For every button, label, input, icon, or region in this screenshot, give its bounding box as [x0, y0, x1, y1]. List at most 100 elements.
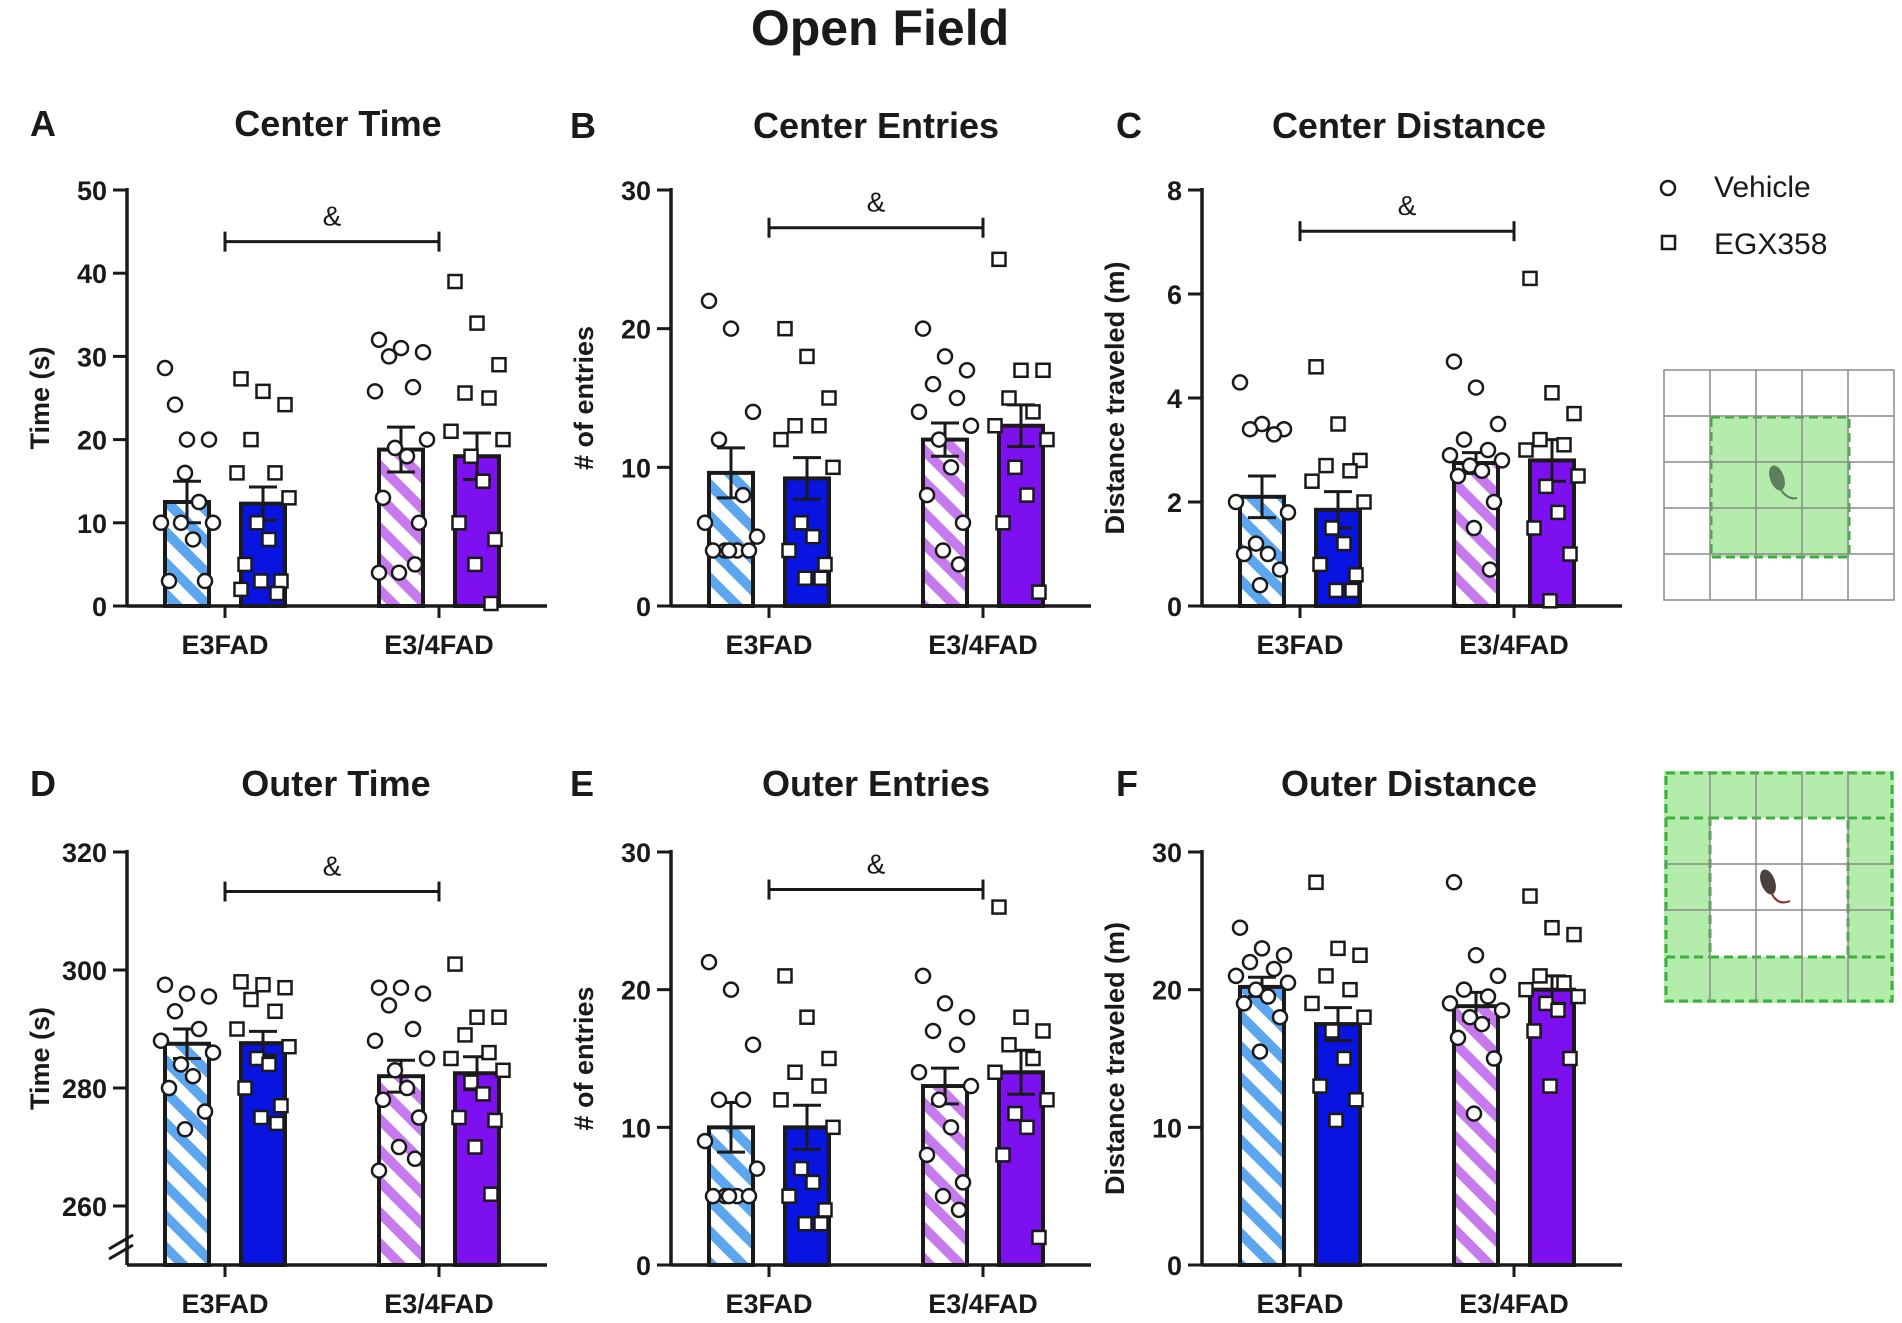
data-point	[160, 1079, 178, 1097]
data-point	[1251, 576, 1269, 594]
data-point	[1465, 1105, 1483, 1122]
data-point	[954, 514, 972, 532]
data-point	[995, 1147, 1011, 1163]
data-point	[720, 1187, 738, 1205]
data-point	[1253, 940, 1271, 957]
data-point	[398, 1079, 416, 1097]
data-point	[1007, 1105, 1023, 1122]
data-point	[1449, 467, 1467, 485]
significance-symbol: &	[867, 187, 886, 218]
data-point	[1526, 520, 1542, 536]
data-point	[196, 572, 214, 590]
data-point	[253, 573, 269, 589]
data-point	[1522, 888, 1538, 904]
y-tick-label: 20	[621, 315, 651, 345]
data-point	[1538, 478, 1554, 495]
y-tick-label: 30	[1152, 838, 1182, 868]
data-point	[1330, 940, 1346, 957]
data-point	[374, 489, 392, 507]
data-point	[243, 431, 259, 448]
data-point	[273, 1097, 289, 1114]
data-point	[1473, 1015, 1491, 1033]
data-point	[261, 531, 277, 548]
panel-label: B	[570, 105, 596, 146]
bar	[1238, 984, 1286, 1267]
data-point	[1532, 968, 1548, 984]
bar	[453, 1071, 501, 1267]
data-point	[1265, 426, 1283, 443]
data-point	[414, 985, 432, 1002]
data-point	[281, 1038, 297, 1055]
data-point	[1352, 947, 1368, 963]
data-point	[1013, 1009, 1029, 1025]
data-point	[1227, 493, 1245, 511]
data-point	[443, 423, 459, 440]
data-point	[390, 1138, 408, 1156]
data-point	[1304, 473, 1320, 489]
data-point	[793, 1160, 809, 1177]
data-point	[463, 1074, 479, 1090]
data-point	[398, 447, 416, 465]
y-tick-label: 20	[77, 426, 107, 456]
data-point	[1489, 415, 1507, 433]
panel-f: F Outer Distance Distance traveled (m) 0 10 2…	[1100, 763, 1622, 1319]
panel-title: Outer Time	[241, 763, 430, 804]
data-point	[995, 515, 1011, 531]
data-point	[1518, 981, 1534, 998]
data-point	[463, 448, 479, 464]
data-point	[1455, 431, 1473, 448]
data-point	[267, 465, 283, 481]
y-tick-label: 300	[62, 956, 107, 986]
y-tick-label: 30	[621, 176, 651, 206]
data-point	[190, 1020, 208, 1038]
data-point	[1481, 561, 1499, 578]
data-point	[410, 514, 428, 532]
y-tick-label: 260	[62, 1192, 107, 1222]
data-point	[1479, 988, 1497, 1005]
data-point	[414, 343, 432, 361]
y-axis-label: Distance traveled (m)	[1100, 261, 1130, 534]
data-point	[793, 515, 809, 531]
data-point	[229, 1021, 245, 1037]
data-point	[740, 542, 758, 559]
data-point	[160, 572, 178, 590]
data-point	[233, 581, 249, 598]
x-tick-label: E3/4FAD	[1459, 1289, 1569, 1319]
data-point	[1271, 1008, 1289, 1026]
data-point	[172, 1056, 190, 1073]
data-point	[418, 1050, 436, 1067]
arena-outer-zone	[1664, 771, 1894, 1003]
data-point	[1542, 1078, 1558, 1094]
data-point	[253, 1109, 269, 1126]
data-point	[1039, 1092, 1055, 1108]
data-point	[1485, 493, 1503, 511]
axis-break-mark	[108, 1233, 134, 1251]
data-point	[1231, 374, 1249, 391]
data-point	[910, 403, 928, 421]
x-tick-label: E3FAD	[181, 1289, 268, 1319]
data-point	[1035, 362, 1051, 379]
data-point	[255, 977, 271, 993]
data-point	[936, 995, 954, 1012]
data-point	[237, 556, 253, 573]
data-point	[1308, 359, 1324, 375]
significance-symbol: &	[867, 849, 886, 880]
data-point	[495, 431, 511, 448]
data-point	[390, 564, 408, 581]
data-point	[178, 985, 196, 1002]
data-point	[1265, 960, 1283, 978]
panel-title: Center Entries	[753, 105, 999, 146]
y-tick-label: 0	[92, 592, 107, 622]
legend-egx358-marker	[1660, 234, 1677, 251]
data-point	[200, 431, 218, 448]
data-point	[281, 490, 297, 506]
x-tick-label: E3/4FAD	[928, 1289, 1038, 1319]
data-point	[1489, 967, 1507, 985]
data-point	[950, 1201, 968, 1219]
data-point	[1461, 1008, 1479, 1026]
data-point	[1542, 593, 1558, 609]
data-point	[805, 1174, 821, 1191]
data-point	[1445, 353, 1463, 370]
data-point	[787, 417, 803, 434]
data-point	[255, 383, 271, 400]
